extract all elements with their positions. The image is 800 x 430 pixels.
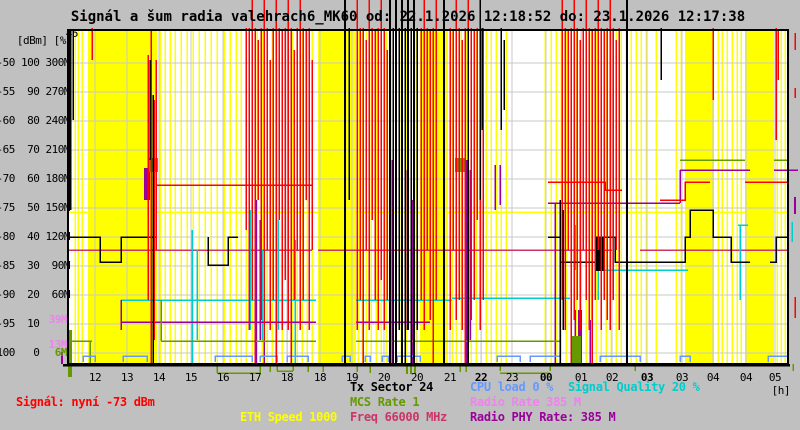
x-axis-tick-label: 18 [280,371,294,384]
legend-mcs-rate: MCS Rate 1 [350,395,420,409]
graph-title: Signál a šum radia valehrach6_MK60 od: 2… [70,9,746,25]
y-axis-rate-mark: 6M [54,346,68,359]
x-axis-tick-label: 20 [410,371,424,384]
x-axis-tick-label: 00 [539,371,553,384]
legend-radio-phy-rate: Radio PHY Rate: 385 M [470,410,616,424]
x-axis-tick-label: 19 [345,371,359,384]
y-axis-tick-label: -95 10 [0,317,40,330]
x-axis-tick-label: 04 [739,371,753,384]
y-axis-tick-label: -70 60 180M [0,172,70,185]
y-axis-tick-label: -75 50 150M [0,201,70,214]
x-axis-tick-label: 23 [505,371,519,384]
x-axis-tick-label: 03 [675,371,689,384]
x-axis-tick-label: 13 [120,371,134,384]
y-axis-rate-mark: 13M [48,338,68,351]
y-axis-tick-label: -65 70 210M [0,143,70,156]
x-axis-tick-label: 03 [640,371,654,384]
y-axis-tick-label: -50 100 300M [0,56,70,69]
x-axis-tick-label: 01 [574,371,588,384]
x-axis-tick-label: 04 [706,371,720,384]
legend-signal-now: Signál: nyní -73 dBm [16,395,155,409]
y-axis-tick-label: -60 80 240M [0,114,70,127]
x-axis-tick-label: 17 [248,371,262,384]
y-axis-tick-label: -80 40 120M [0,230,70,243]
y-axis-tick-label: -90 20 60M [0,288,70,301]
x-axis-tick-label: 12 [88,371,102,384]
legend-freq: Freq 66000 MHz [350,410,447,424]
x-axis-tick-label: 02 [605,371,619,384]
x-axis-tick-label: 18 [313,371,327,384]
y-axis-tick-label: [dBm] [%] [16,34,73,47]
x-axis-tick-label: 16 [216,371,230,384]
legend-radio-rate: Radio Rate 385 M [470,395,581,409]
x-axis-unit-label: [h] [771,384,791,397]
y-axis-tick-label: 45 [65,27,79,40]
legend-eth-speed: ETH Speed 1000 [240,410,337,424]
x-axis-tick-label: 14 [152,371,166,384]
legend-tx-sector: Tx Sector 24 [350,380,434,394]
x-axis-tick-label: 15 [184,371,198,384]
x-axis-tick-label: 22 [474,371,488,384]
x-axis-tick-label: 20 [377,371,391,384]
x-axis-tick-label: 05 [768,371,782,384]
legend-cpu-load: CPU load 0 % [470,380,554,394]
y-axis-tick-label: -85 30 90M [0,259,70,272]
x-axis-tick-label: 21 [443,371,457,384]
y-axis-tick-label: -100 0 [0,346,40,359]
y-axis-tick-label: -55 90 270M [0,85,70,98]
y-axis-rate-mark: 39M [48,313,68,326]
legend-signal-quality: Signal Quality 20 % [568,380,700,394]
